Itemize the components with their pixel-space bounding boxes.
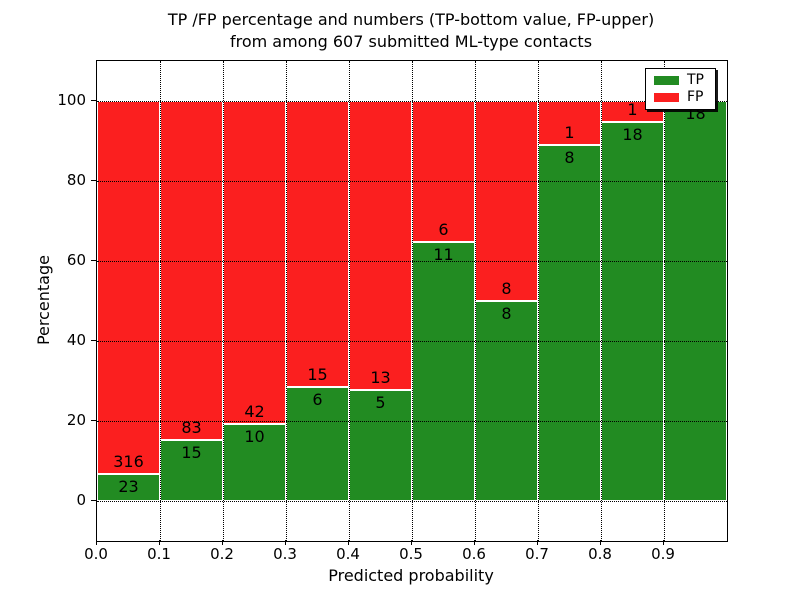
- gridline-vertical: [538, 61, 539, 541]
- legend-swatch-fp: [654, 93, 679, 102]
- bar-tp-count-label: 5: [375, 392, 386, 412]
- x-tick-label: 0.3: [273, 545, 297, 563]
- bar-fp-count-label: 83: [181, 417, 202, 437]
- x-tick-mark: [600, 540, 601, 545]
- bar-segment-fp: [97, 101, 160, 474]
- y-tick-mark: [91, 340, 96, 341]
- x-tick-label: 0.9: [651, 545, 675, 563]
- x-tick-mark: [348, 540, 349, 545]
- x-tick-mark: [159, 540, 160, 545]
- gridline-vertical: [475, 61, 476, 541]
- bar-segment-fp: [475, 101, 538, 301]
- bar-fp-count-label: 13: [370, 367, 391, 387]
- y-tick-mark: [91, 260, 96, 261]
- bar-fp-count-label: 8: [501, 279, 512, 298]
- chart-title-line1: TP /FP percentage and numbers (TP-bottom…: [167, 10, 655, 29]
- bar-segment-tp: [412, 242, 475, 501]
- legend-label-fp: FP: [687, 89, 704, 105]
- y-axis-label: Percentage: [34, 255, 53, 346]
- x-axis-label: Predicted probability: [328, 566, 494, 585]
- x-tick-mark: [411, 540, 412, 545]
- y-tick-label: 100: [57, 91, 86, 109]
- y-tick-label: 80: [66, 171, 86, 189]
- bar-tp-count-label: 8: [564, 148, 575, 168]
- bar-fp-count-label: 42: [244, 402, 265, 422]
- y-tick-mark: [91, 100, 96, 101]
- y-tick-label: 60: [66, 251, 86, 269]
- y-tick-mark: [91, 180, 96, 181]
- y-tick-mark: [91, 420, 96, 421]
- legend: TP FP: [645, 68, 716, 110]
- x-tick-mark: [474, 540, 475, 545]
- bar-fp-count-label: 6: [438, 220, 449, 240]
- bar-tp-count-label: 10: [244, 427, 265, 447]
- bar-tp-count-label: 6: [312, 389, 323, 409]
- bar-tp-count-label: 18: [622, 125, 643, 145]
- x-tick-mark: [96, 540, 97, 545]
- y-tick-label: 40: [66, 331, 86, 349]
- bar-fp-count-label: 316: [113, 451, 144, 471]
- bar-segment-tp: [538, 145, 601, 501]
- gridline-vertical: [223, 61, 224, 541]
- bar-fp-count-label: 1: [627, 100, 638, 120]
- x-tick-mark: [222, 540, 223, 545]
- x-tick-label: 0.2: [210, 545, 234, 563]
- bar-tp-count-label: 23: [118, 476, 139, 496]
- bar-tp-count-label: 8: [501, 304, 512, 323]
- bar-segment-fp: [286, 101, 349, 387]
- gridline-vertical: [412, 61, 413, 541]
- x-tick-label: 0.4: [336, 545, 360, 563]
- gridline-vertical: [349, 61, 350, 541]
- bar-segment-tp: [286, 386, 349, 501]
- bar-tp-count-label: 15: [181, 442, 202, 462]
- legend-entry-fp: FP: [646, 90, 715, 105]
- legend-label-tp: TP: [687, 72, 704, 88]
- bar-segment-tp: [601, 122, 664, 501]
- y-tick-label: 0: [76, 491, 86, 509]
- gridline-vertical: [286, 61, 287, 541]
- gridline-vertical: [601, 61, 602, 541]
- bar-fp-count-label: 15: [307, 364, 328, 384]
- bar-segment-fp: [160, 101, 223, 440]
- x-tick-label: 0.6: [462, 545, 486, 563]
- y-tick-label: 20: [66, 411, 86, 429]
- x-tick-mark: [663, 540, 664, 545]
- bar-fp-count-label: 1: [564, 123, 575, 143]
- bar-segment-tp: [475, 301, 538, 501]
- chart-title-line2: from among 607 submitted ML-type contact…: [229, 32, 593, 51]
- x-tick-label: 0.7: [525, 545, 549, 563]
- bar-segment-fp: [223, 101, 286, 425]
- y-tick-mark: [91, 500, 96, 501]
- legend-entry-tp: TP: [646, 73, 715, 88]
- bar-segment-fp: [412, 101, 475, 243]
- bar-segment-tp: [97, 473, 160, 501]
- x-tick-mark: [537, 540, 538, 545]
- bar-segment-tp: [160, 439, 223, 501]
- x-tick-label: 0.8: [588, 545, 612, 563]
- x-tick-label: 0.1: [147, 545, 171, 563]
- bar-segment-tp: [664, 101, 727, 501]
- x-tick-label: 0.5: [399, 545, 423, 563]
- legend-swatch-tp: [654, 76, 679, 85]
- plot-area: 31623831542101561356118818118018: [96, 60, 728, 542]
- gridline-vertical: [160, 61, 161, 541]
- x-tick-label: 0.0: [84, 545, 108, 563]
- bar-tp-count-label: 11: [433, 245, 454, 265]
- x-tick-mark: [285, 540, 286, 545]
- bar-segment-fp: [349, 101, 412, 390]
- gridline-vertical: [664, 61, 665, 541]
